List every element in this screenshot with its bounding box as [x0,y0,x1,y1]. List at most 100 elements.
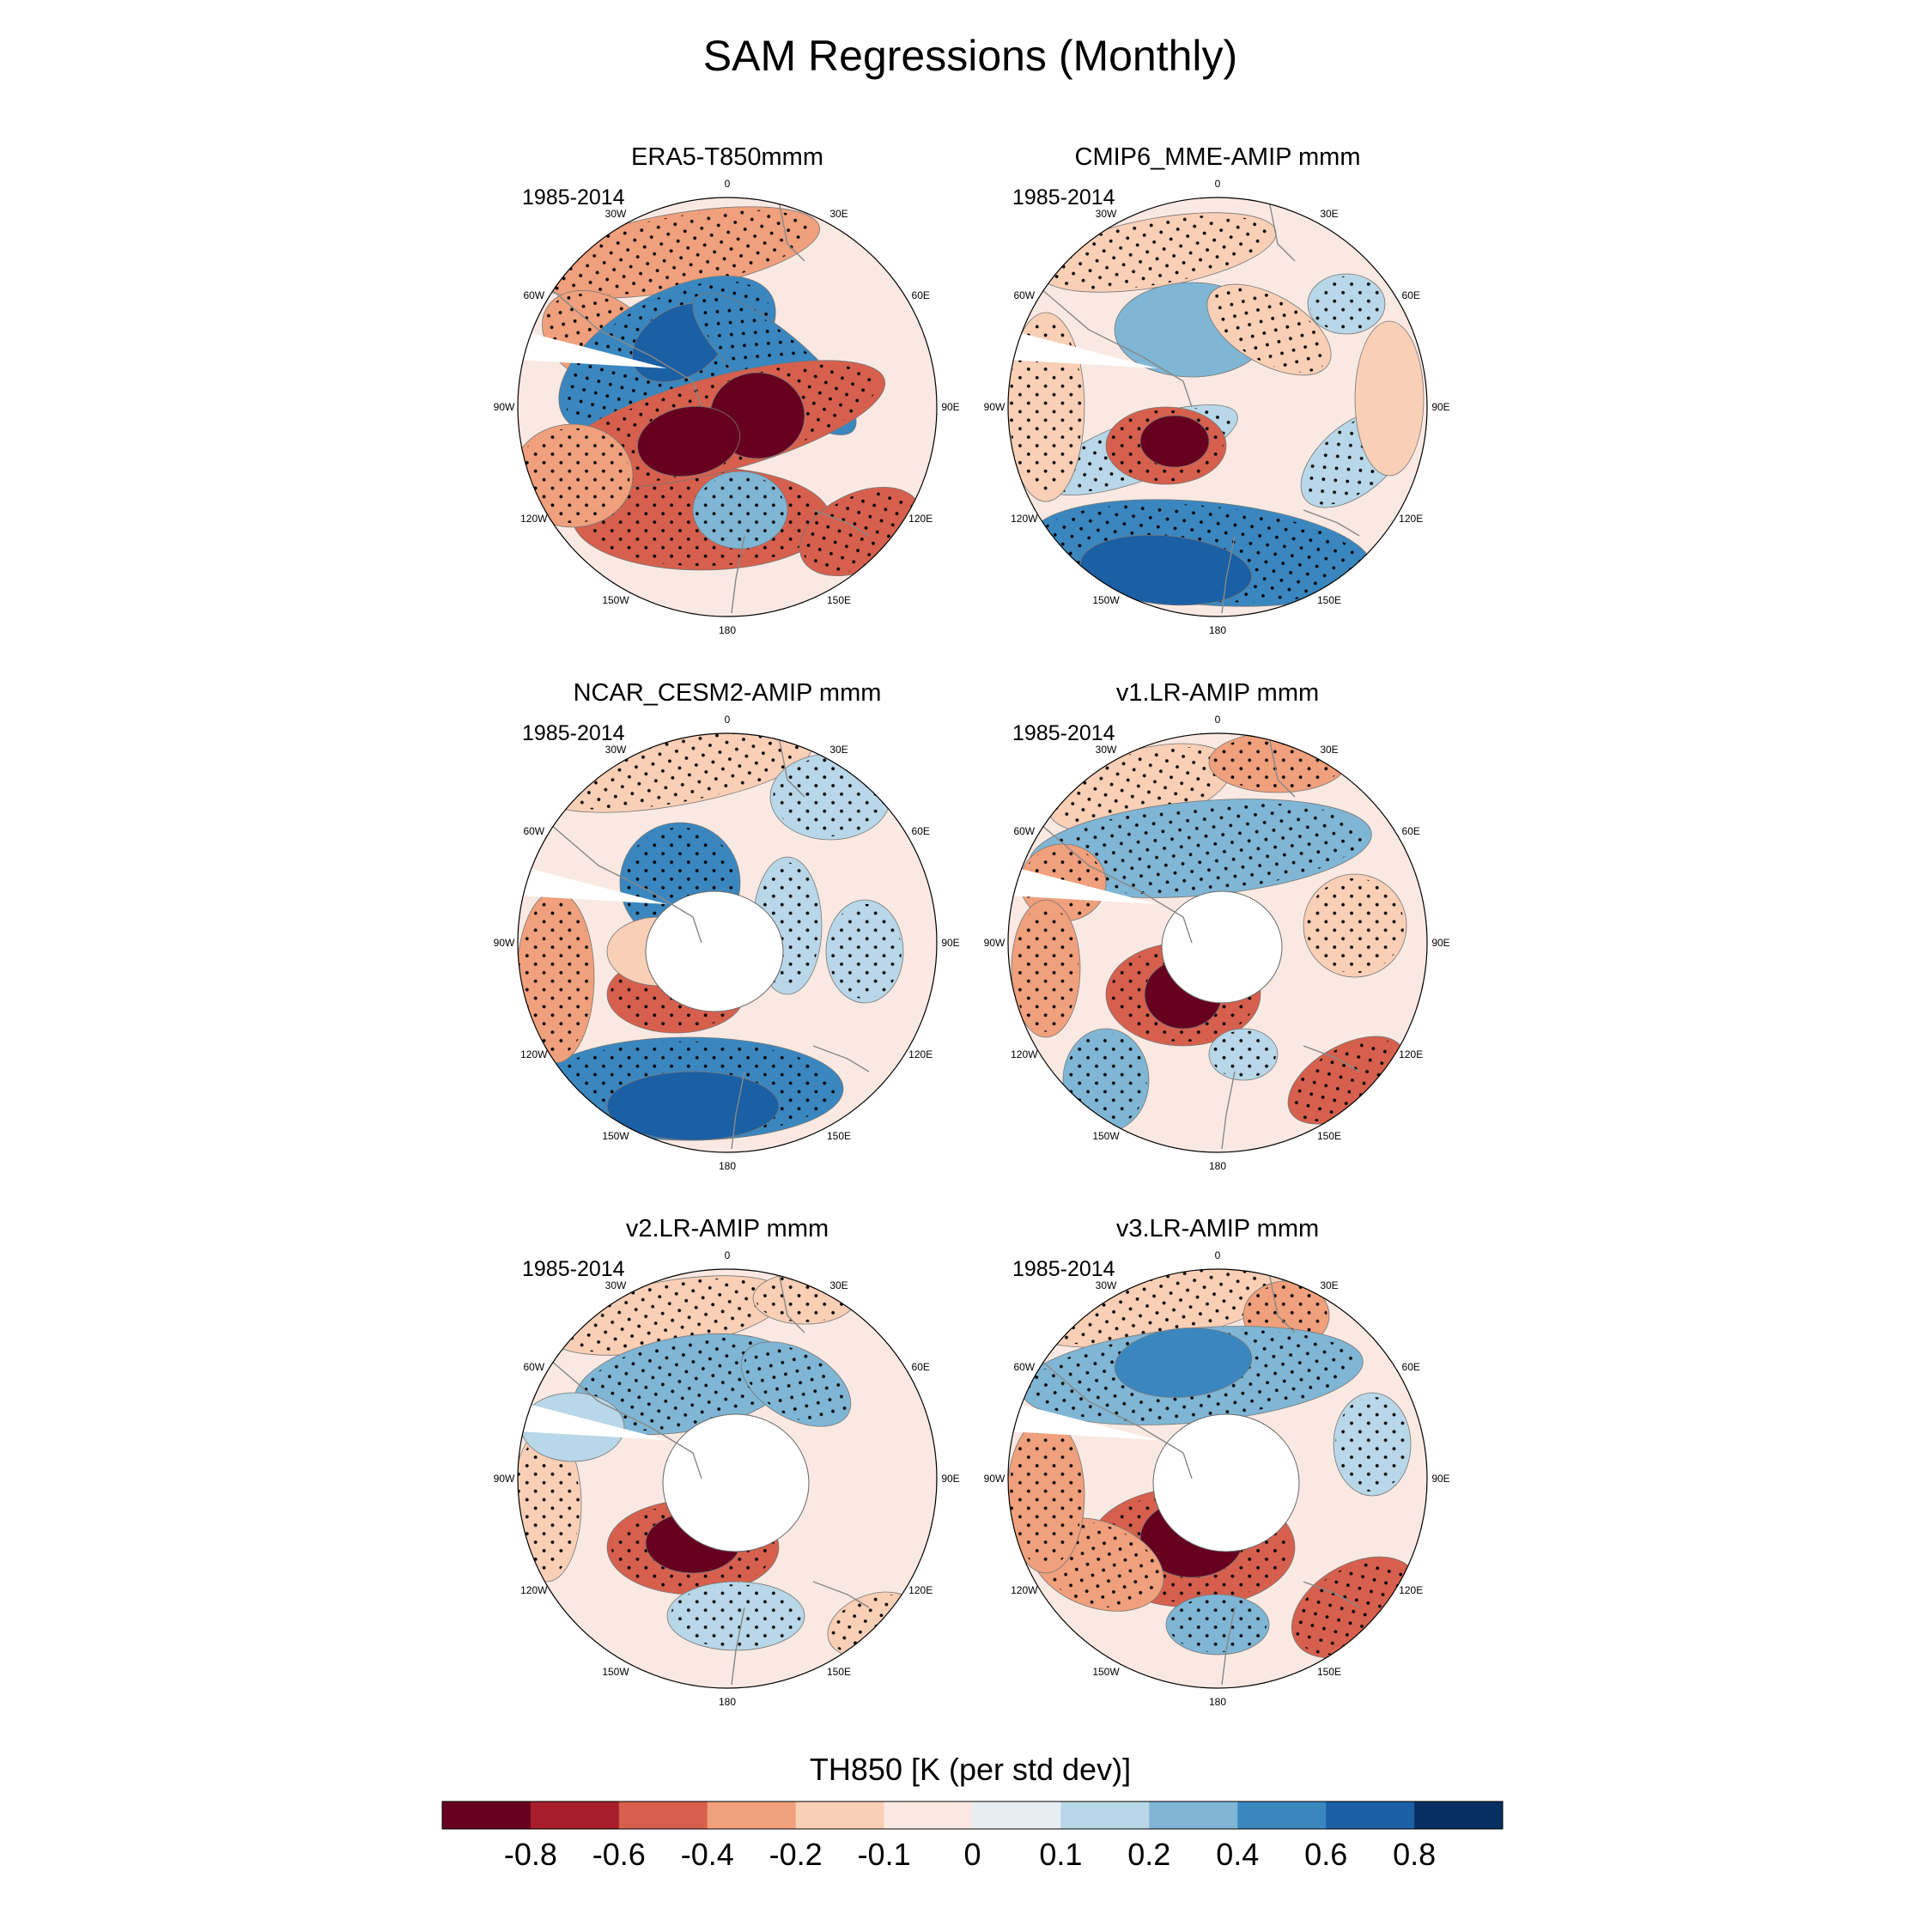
coastline [778,736,805,798]
coastline [731,1071,745,1150]
anomaly-contour [1079,534,1253,606]
anomaly-contour [1354,320,1425,477]
antarctica-mask [662,1413,810,1552]
significance-stipple [1009,1425,1083,1567]
significance-stipple [580,1337,789,1431]
longitude-label: 150E [1317,594,1341,606]
longitude-label: 30W [605,1279,627,1291]
coastline [1268,200,1296,262]
panel-period: 1985-2014 [1012,721,1115,745]
colorbar-tick-label: -0.8 [504,1837,557,1872]
longitude-label: 120W [1011,513,1038,525]
longitude-label: 150E [1317,1666,1341,1678]
longitude-label: 60E [1402,289,1420,301]
panel-title: NCAR_CESM2-AMIP mmm [574,679,882,707]
coastline [1028,277,1193,408]
coastline [1221,1071,1236,1150]
colorbar-tick-label: 0.6 [1304,1837,1347,1872]
longitude-label: 180 [719,1160,736,1172]
significance-stipple [1037,802,1364,895]
coastline [1303,1581,1360,1608]
colorbar: -0.8 -0.6 -0.4 -0.2 -0.1 0 0.1 0.2 0.4 0.6 0.8 [441,1801,1504,1872]
significance-stipple [1013,905,1078,1032]
figure-title: SAM Regressions (Monthly) [703,32,1237,80]
coastline [538,277,702,408]
map-border [517,197,938,617]
anomaly-contour [637,405,740,477]
panel-title: ERA5-T850mmm [631,143,823,171]
significance-stipple [518,428,630,524]
longitude-label: 150E [1317,1130,1341,1142]
significance-stipple [1036,1269,1279,1345]
panel-period: 1985-2014 [522,1257,625,1281]
longitude-label: 60W [1013,1361,1035,1373]
map-panel: 0 30E 60E 90E 120E 150E 180 150W 120W 90W 60W 30W CM… [984,143,1450,636]
significance-stipple [518,1433,580,1576]
anomaly-field [518,1272,920,1686]
coastline [778,200,805,262]
longitude-label: 180 [1209,1696,1226,1708]
colorbar-tick-label: 0 [963,1837,981,1872]
longitude-label: 90W [984,401,1005,413]
longitude-label: 60W [523,289,544,301]
colorbar-swatch [795,1801,885,1829]
longitude-label: 150W [602,1666,629,1678]
longitude-label: 30E [829,1279,848,1291]
colorbar-swatch [618,1801,708,1829]
longitude-label: 30W [605,744,627,756]
longitude-label: 90E [941,937,959,949]
longitude-label: 90E [1431,1473,1449,1485]
panel-title: v3.LR-AMIP mmm [1116,1215,1319,1242]
missing-data-wedge [518,330,667,368]
coastline [1268,736,1296,798]
significance-stipple [671,1584,801,1648]
anomaly-field [1008,1269,1419,1686]
coastline [538,813,702,944]
coastline [1303,509,1360,537]
anomaly-contour [1139,415,1210,468]
significance-stipple [695,474,786,546]
coastline [731,535,745,614]
longitude-label: 150W [1092,594,1120,606]
coastline [538,1349,702,1479]
panel-period: 1985-2014 [522,721,625,745]
significance-stipple [1009,319,1083,495]
map-panel: 0 30E 60E 90E 120E 150E 180 150W 120W 90W 60W 30W v2… [494,1215,960,1708]
longitude-label: 60E [1402,825,1420,837]
significance-stipple [519,898,592,1056]
longitude-label: 120E [1399,1048,1423,1060]
longitude-label: 120E [1399,1584,1423,1596]
antarctica-mask [1152,1413,1300,1552]
longitude-label: 60W [1013,289,1035,301]
longitude-label: 180 [1209,624,1226,636]
colorbar-swatch [530,1801,620,1829]
longitude-label: 0 [1215,178,1221,190]
significance-stipple [1309,276,1383,332]
longitude-label: 60W [523,1361,544,1373]
longitude-label: 90E [941,401,959,413]
colorbar-tick-label: 0.1 [1039,1837,1082,1872]
longitude-label: 180 [719,1696,736,1708]
missing-data-wedge [518,1401,667,1440]
significance-stipple [538,210,813,295]
colorbar-swatch [442,1801,532,1829]
longitude-label: 150W [602,594,629,606]
missing-data-wedge [1008,330,1157,368]
longitude-label: 120E [1399,513,1423,525]
longitude-label: 90W [984,1473,1005,1485]
coastline [1028,813,1193,944]
longitude-label: 90W [984,937,1005,949]
longitude-label: 120E [908,513,933,525]
map-panels: 0 30E 60E 90E 120E 150E 180 150W 120W 90W 60W 30W ER… [494,143,1450,1708]
panel-period: 1985-2014 [1012,1257,1115,1281]
longitude-label: 180 [1209,1160,1226,1172]
anomaly-field [1008,200,1425,614]
coastline [1028,1349,1193,1479]
longitude-label: 30E [1320,208,1338,220]
longitude-label: 120W [520,513,548,525]
longitude-label: 90W [494,1473,515,1485]
map-panel: 0 30E 60E 90E 120E 150E 180 150W 120W 90W 60W 30W NC… [494,679,960,1172]
significance-stipple [1335,1396,1409,1492]
anomaly-contour [1114,1327,1253,1398]
